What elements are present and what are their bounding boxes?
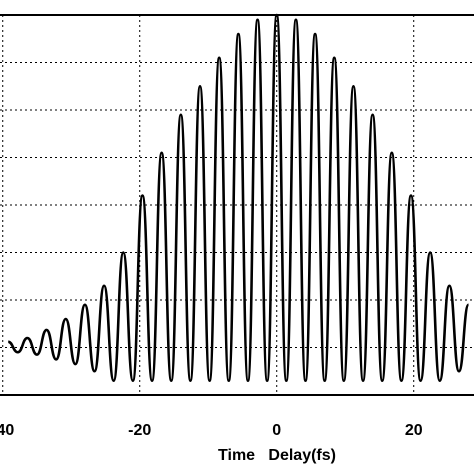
x-tick-label: -20 [128, 422, 151, 439]
x-tick-label: 20 [405, 422, 423, 439]
x-tick-label: -40 [0, 422, 14, 439]
x-tick-label: 0 [272, 422, 281, 439]
data-line [7, 13, 470, 383]
x-axis-label: Time Delay(fs) [218, 447, 336, 464]
